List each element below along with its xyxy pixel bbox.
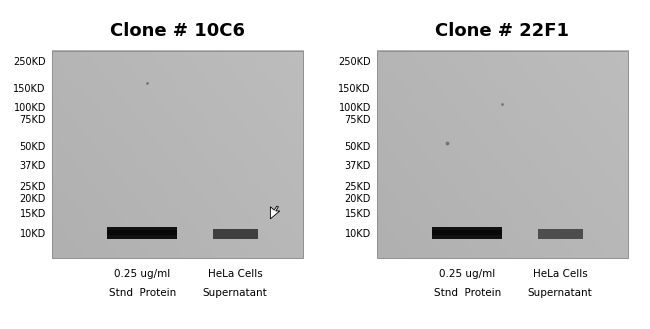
- Bar: [107, 230, 177, 235]
- Bar: [107, 227, 177, 239]
- Text: 150KD: 150KD: [14, 84, 46, 94]
- Text: 10KD: 10KD: [20, 229, 46, 240]
- Text: 50KD: 50KD: [344, 142, 371, 152]
- Text: 50KD: 50KD: [20, 142, 46, 152]
- Text: 0.25 ug/ml: 0.25 ug/ml: [439, 269, 495, 279]
- Polygon shape: [270, 206, 280, 219]
- Bar: [432, 230, 502, 235]
- Text: 75KD: 75KD: [344, 115, 371, 125]
- Text: Supernatant: Supernatant: [528, 288, 593, 298]
- Bar: [538, 229, 583, 239]
- Text: Clone # 22F1: Clone # 22F1: [436, 22, 569, 40]
- Text: HeLa Cells: HeLa Cells: [208, 269, 263, 279]
- Text: 0.25 ug/ml: 0.25 ug/ml: [114, 269, 170, 279]
- Text: 20KD: 20KD: [344, 194, 371, 204]
- Bar: [377, 51, 628, 258]
- Text: 20KD: 20KD: [20, 194, 46, 204]
- Text: 100KD: 100KD: [339, 103, 371, 113]
- Text: 37KD: 37KD: [20, 161, 46, 171]
- Text: 25KD: 25KD: [344, 182, 371, 192]
- Text: 150KD: 150KD: [339, 84, 371, 94]
- Text: 250KD: 250KD: [338, 57, 371, 67]
- Bar: [52, 51, 303, 258]
- Text: HeLa Cells: HeLa Cells: [533, 269, 588, 279]
- Text: Clone # 10C6: Clone # 10C6: [110, 22, 245, 40]
- Text: 75KD: 75KD: [20, 115, 46, 125]
- Bar: [213, 229, 258, 239]
- Text: 25KD: 25KD: [20, 182, 46, 192]
- Bar: [432, 227, 502, 239]
- Text: 15KD: 15KD: [20, 209, 46, 219]
- Text: 250KD: 250KD: [13, 57, 46, 67]
- Text: Stnd  Protein: Stnd Protein: [434, 288, 501, 298]
- Text: 100KD: 100KD: [14, 103, 46, 113]
- Text: Supernatant: Supernatant: [203, 288, 268, 298]
- Text: 10KD: 10KD: [344, 229, 371, 240]
- Text: 37KD: 37KD: [344, 161, 371, 171]
- Text: Stnd  Protein: Stnd Protein: [109, 288, 176, 298]
- Text: 15KD: 15KD: [344, 209, 371, 219]
